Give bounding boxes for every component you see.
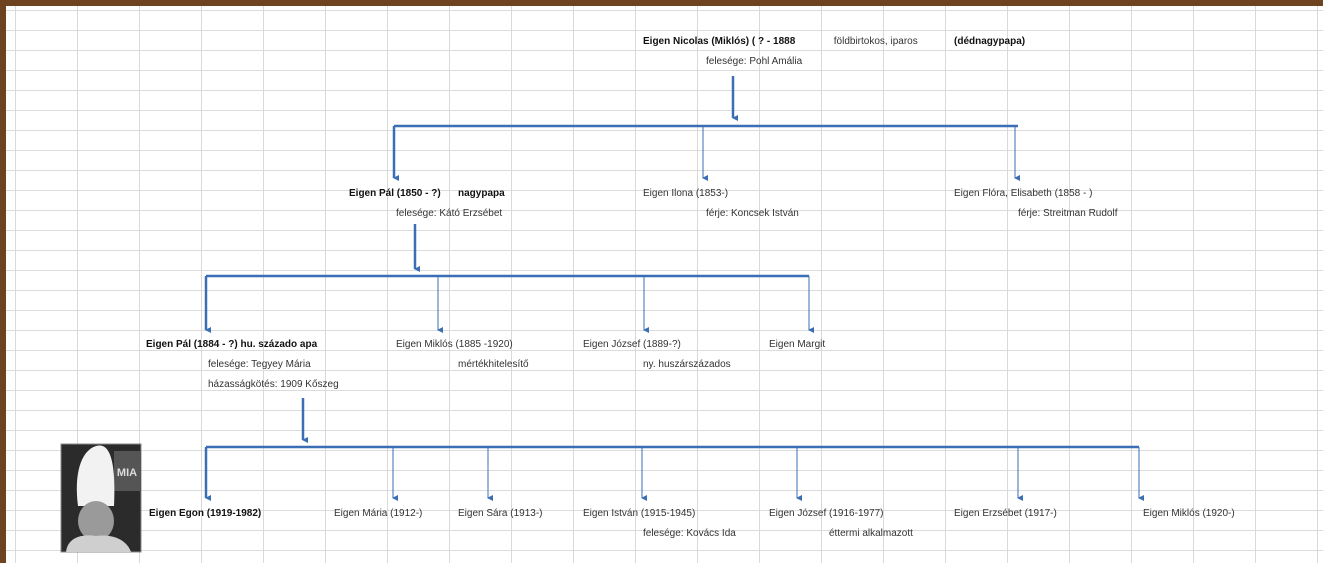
node-name: Eigen Margit bbox=[769, 339, 826, 350]
node-name: Eigen Mária (1912-) bbox=[334, 508, 423, 519]
node-name: Eigen István (1915-1945) bbox=[583, 508, 696, 519]
node-note: házasságkötés: 1909 Kőszeg bbox=[208, 379, 339, 390]
node-name: Eigen Miklós (1885 -1920) bbox=[396, 339, 513, 350]
node-name: Eigen József (1889-?) bbox=[583, 339, 681, 350]
node-name: Eigen József (1916-1977) bbox=[769, 508, 884, 519]
node-name: Eigen Pál (1884 - ?) hu. százado apa bbox=[146, 339, 318, 350]
node-role: nagypapa bbox=[458, 188, 505, 199]
node-name: Eigen Ilona (1853-) bbox=[643, 188, 729, 199]
node-name: Eigen Flóra, Elisabeth (1858 - ) bbox=[954, 188, 1093, 199]
node-name: Eigen Miklós (1920-) bbox=[1143, 508, 1235, 519]
node-name: Eigen Sára (1913-) bbox=[458, 508, 543, 519]
node-spouse: felesége: Kátó Erzsébet bbox=[396, 208, 503, 219]
node-spouse: felesége: Pohl Amália bbox=[706, 56, 803, 67]
node-note: éttermi alkalmazott bbox=[829, 528, 913, 539]
node-note: ny. huszárszázados bbox=[643, 359, 731, 370]
node-spouse: felesége: Tegyey Mária bbox=[208, 359, 311, 370]
node-name: Eigen Erzsébet (1917-) bbox=[954, 508, 1057, 519]
tree-lines: MIA bbox=[60, 76, 1144, 553]
node-name: Eigen Nicolas (Miklós) ( ? - 1888 bbox=[643, 36, 796, 47]
node-note: mértékhitelesítő bbox=[458, 359, 529, 370]
node-spouse: férje: Streitman Rudolf bbox=[1018, 208, 1118, 219]
node-spouse: felesége: Kovács Ida bbox=[643, 528, 736, 539]
node-spouse: férje: Koncsek István bbox=[706, 208, 799, 219]
node-name: Eigen Egon (1919-1982) bbox=[149, 508, 262, 519]
photo-caption: MIA bbox=[117, 467, 137, 479]
node-name: Eigen Pál (1850 - ?) bbox=[349, 188, 441, 199]
node-note: földbirtokos, iparos bbox=[831, 36, 918, 47]
node-role: (dédnagypapa) bbox=[954, 36, 1026, 47]
photo: MIA bbox=[60, 443, 142, 553]
